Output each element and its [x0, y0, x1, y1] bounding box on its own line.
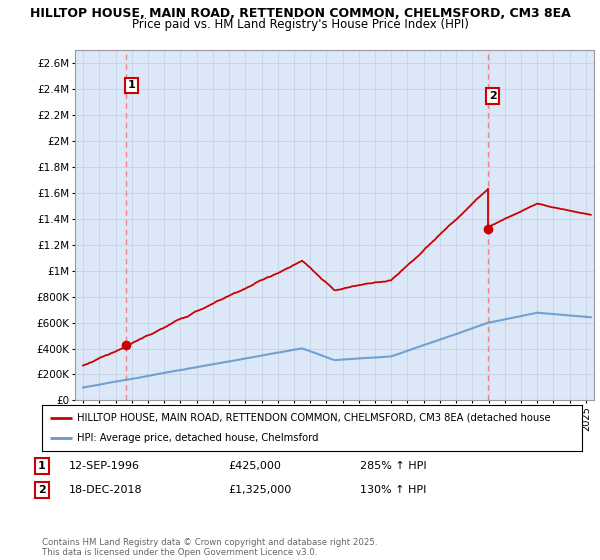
Text: 130% ↑ HPI: 130% ↑ HPI [360, 485, 427, 495]
Text: HPI: Average price, detached house, Chelmsford: HPI: Average price, detached house, Chel… [77, 433, 319, 443]
Text: 2: 2 [489, 91, 497, 101]
Text: Contains HM Land Registry data © Crown copyright and database right 2025.
This d: Contains HM Land Registry data © Crown c… [42, 538, 377, 557]
Text: HILLTOP HOUSE, MAIN ROAD, RETTENDON COMMON, CHELMSFORD, CM3 8EA (detached house: HILLTOP HOUSE, MAIN ROAD, RETTENDON COMM… [77, 413, 551, 423]
Text: £1,325,000: £1,325,000 [228, 485, 291, 495]
Text: 12-SEP-1996: 12-SEP-1996 [69, 461, 140, 471]
Text: 2: 2 [38, 485, 46, 495]
Text: 18-DEC-2018: 18-DEC-2018 [69, 485, 143, 495]
Text: HILLTOP HOUSE, MAIN ROAD, RETTENDON COMMON, CHELMSFORD, CM3 8EA: HILLTOP HOUSE, MAIN ROAD, RETTENDON COMM… [29, 7, 571, 20]
Text: 1: 1 [127, 81, 135, 90]
Text: £425,000: £425,000 [228, 461, 281, 471]
Text: Price paid vs. HM Land Registry's House Price Index (HPI): Price paid vs. HM Land Registry's House … [131, 18, 469, 31]
Text: 1: 1 [38, 461, 46, 471]
Text: 285% ↑ HPI: 285% ↑ HPI [360, 461, 427, 471]
